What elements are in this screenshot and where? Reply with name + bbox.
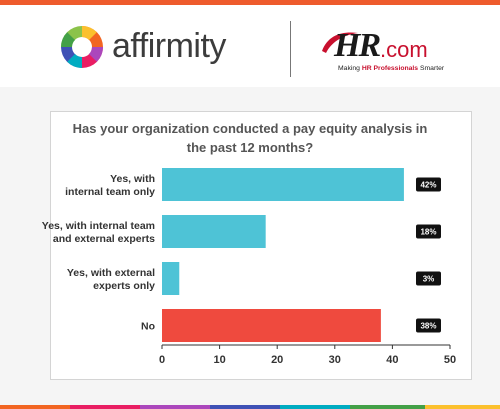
affirmity-wordmark: affirmity [112, 27, 226, 65]
value-label-0: 42% [420, 181, 436, 190]
category-label-3-0: No [141, 321, 155, 333]
x-tick-label-4: 40 [386, 354, 398, 366]
value-label-3: 38% [420, 322, 436, 331]
value-badge-3 [416, 318, 441, 333]
hr-wordmark: HR [334, 27, 381, 64]
category-label-1-1: and external experts [53, 233, 155, 245]
affirmity-logo-icon [61, 26, 103, 68]
hr-tagline: Making HR Professionals Smarter [338, 65, 445, 72]
value-badge-1 [416, 224, 441, 239]
category-label-1-0: Yes, with internal team [42, 220, 155, 232]
chart-title-line-1: Has your organization conducted a pay eq… [72, 121, 428, 136]
value-label-1: 18% [420, 228, 436, 237]
hr-com-logo: HR .com Making HR Professionals Smarter [320, 27, 470, 77]
bar-3 [162, 309, 381, 342]
bar-1 [162, 215, 266, 248]
x-tick-label-1: 10 [213, 354, 225, 366]
hr-domain-label: .com [380, 37, 428, 62]
bar-2 [162, 262, 180, 295]
x-tick-label-0: 0 [159, 354, 165, 366]
value-badge-0 [416, 177, 441, 192]
value-label-2: 3% [423, 275, 435, 284]
category-label-0-1: internal team only [65, 186, 155, 198]
hr-swoosh-icon [322, 32, 358, 53]
top-accent-bar [0, 0, 500, 5]
category-label-0-0: Yes, with [110, 173, 155, 185]
x-tick-label-2: 20 [271, 354, 283, 366]
chart-title-line-2: the past 12 months? [186, 140, 314, 155]
logo-divider [290, 21, 291, 77]
bottom-color-strip [0, 405, 500, 409]
bar-0 [162, 168, 404, 201]
value-badge-2 [416, 271, 441, 286]
category-label-2-0: Yes, with external [67, 267, 155, 279]
x-tick-label-3: 30 [329, 354, 341, 366]
header-banner: affirmity HR .com Making HR Professional… [0, 5, 500, 87]
category-label-2-1: experts only [93, 280, 155, 292]
x-tick-label-5: 50 [444, 354, 456, 366]
